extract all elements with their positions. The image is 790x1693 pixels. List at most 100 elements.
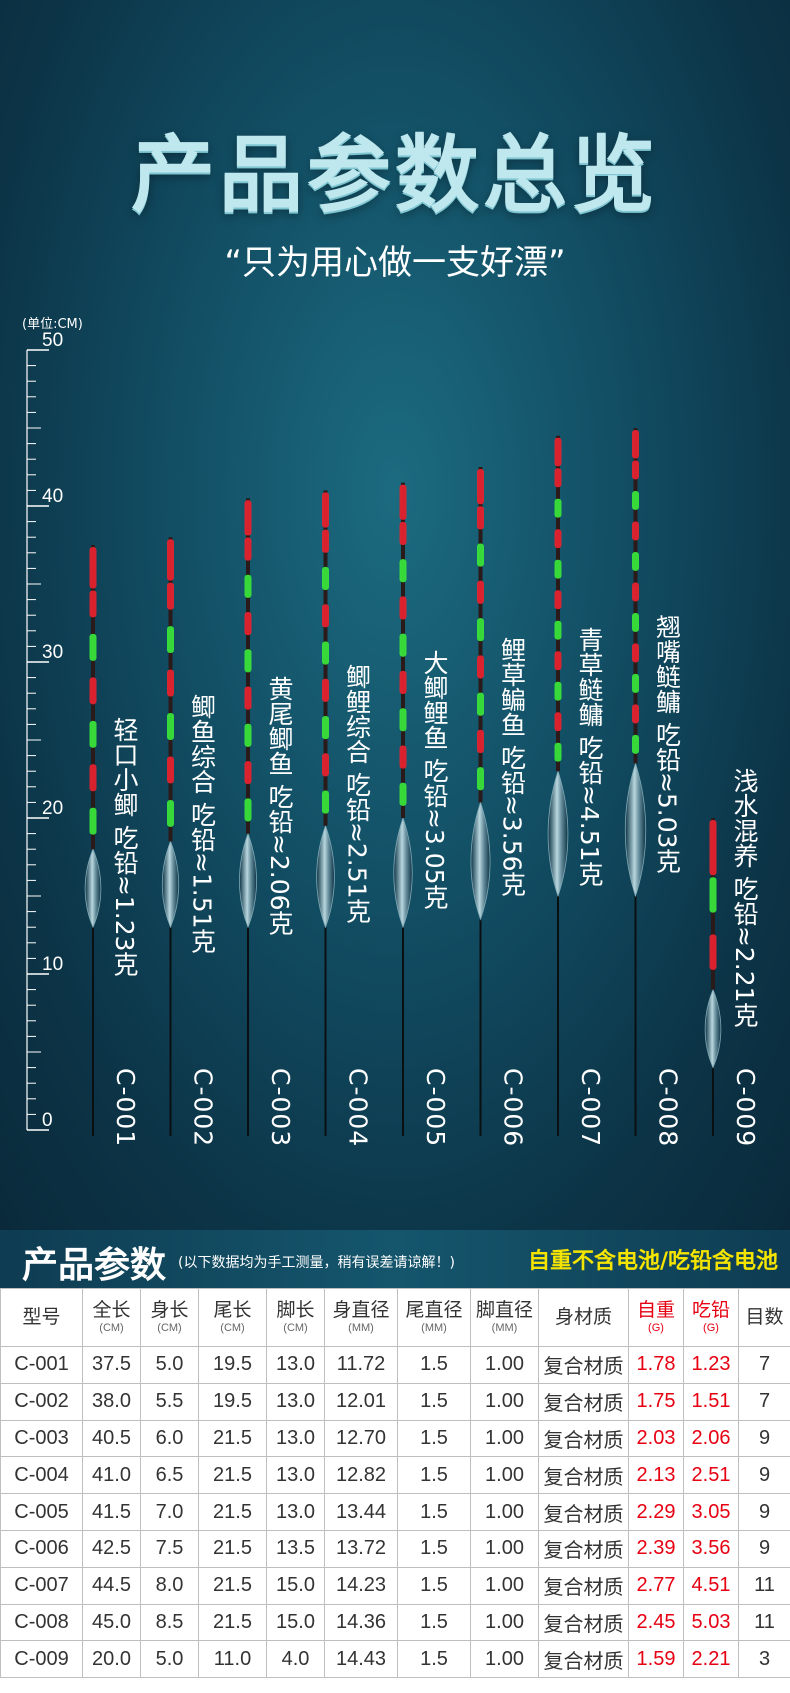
- tail-segment-green: [554, 620, 562, 640]
- table-cell: 44.5: [82, 1566, 141, 1605]
- float-body: [239, 832, 257, 929]
- float-c-001: [84, 545, 102, 1136]
- table-cell: 3: [738, 1640, 790, 1679]
- tail-segment-red: [244, 761, 252, 785]
- table-row: C-008 45.0 8.5 21.5 15.0 14.36 1.5 1.00 复合材质 2.45…: [0, 1603, 790, 1642]
- table-cell: 45.0: [82, 1603, 141, 1642]
- table-row: C-009 20.0 5.0 11.0 4.0 14.43 1.5 1.00 复合材质 1.59 2…: [0, 1640, 790, 1679]
- tail-segment-green: [554, 559, 562, 579]
- tail-segment-green: [322, 641, 329, 665]
- table-cell: C-001: [0, 1346, 83, 1384]
- params-header-cell: 脚直径 (MM): [470, 1288, 539, 1347]
- table-cell: 13.0: [266, 1493, 325, 1531]
- tail-segment-green: [244, 649, 252, 673]
- table-row: C-002 38.0 5.5 19.5 13.0 12.01 1.5 1.00 复合材质 1.75…: [0, 1382, 790, 1421]
- params-table: 型号 全长 (CM) 身长 (CM) 尾长 (CM) 脚长 (CM) 身直径 (MM) 尾直径 (MM)…: [0, 1288, 790, 1679]
- float-body: [547, 769, 569, 898]
- ruler-tick-label: 10: [42, 954, 63, 975]
- table-cell: 11.0: [198, 1640, 267, 1679]
- table-cell: 9: [738, 1529, 790, 1568]
- table-row: C-004 41.0 6.5 21.5 13.0 12.82 1.5 1.00 复合材质 2.13…: [0, 1456, 790, 1495]
- table-cell: C-009: [0, 1640, 83, 1679]
- hero-banner: 产品参数总览 “只为用心做一支好漂” (单位:CM) 50 40 30 20 10 0 轻…: [0, 0, 790, 1230]
- header-label: 脚直径: [475, 1299, 533, 1321]
- float-c-005: [393, 482, 413, 1136]
- table-cell: 2.51: [683, 1456, 739, 1495]
- table-cell: 复合材质: [538, 1382, 629, 1421]
- table-cell: 20.0: [82, 1640, 141, 1679]
- params-header-cell: 身直径 (MM): [324, 1288, 398, 1347]
- table-cell: 21.5: [198, 1603, 267, 1642]
- table-cell: C-008: [0, 1603, 83, 1642]
- tail-segment-green: [89, 720, 97, 748]
- tail-segment-red: [632, 704, 639, 724]
- tail-segment-red: [322, 678, 329, 702]
- header-unit: (CM): [157, 1321, 182, 1334]
- float-body: [470, 801, 491, 921]
- params-header-cell: 自重 (G): [628, 1288, 684, 1347]
- header-unit: (MM): [348, 1321, 374, 1334]
- tail-segment-red: [554, 437, 562, 467]
- table-cell: 2.77: [628, 1566, 684, 1605]
- tail-segment-red: [632, 430, 639, 459]
- tail-segment-green: [399, 782, 407, 806]
- tail-segment-green: [244, 574, 252, 598]
- tail-segment-green: [554, 742, 562, 762]
- header-label: 自重: [636, 1299, 675, 1321]
- table-cell: 13.5: [266, 1529, 325, 1568]
- table-cell: 1.5: [397, 1603, 471, 1642]
- table-cell: 14.23: [324, 1566, 398, 1605]
- table-cell: 12.01: [324, 1382, 398, 1421]
- table-cell: 42.5: [82, 1529, 141, 1568]
- float-c-007: [547, 435, 569, 1136]
- table-cell: 1.00: [470, 1346, 539, 1384]
- table-cell: 19.5: [198, 1346, 267, 1384]
- table-cell: 8.5: [140, 1603, 199, 1642]
- table-cell: 13.0: [266, 1456, 325, 1495]
- header-unit: (G): [703, 1321, 719, 1334]
- header-label: 尾直径: [405, 1299, 463, 1321]
- table-cell: 11: [738, 1603, 790, 1642]
- tail-segment-red: [632, 460, 639, 480]
- table-cell: 1.78: [628, 1346, 684, 1384]
- table-cell: 1.00: [470, 1382, 539, 1421]
- table-cell: 3.05: [683, 1493, 739, 1531]
- table-cell: 7.5: [140, 1529, 199, 1568]
- table-cell: 2.03: [628, 1419, 684, 1458]
- tail-segment-red: [399, 670, 407, 695]
- float-name-label: 鲫鲤综合 吃铅≈2.51克: [342, 664, 372, 924]
- params-header-cell: 吃铅 (G): [683, 1288, 739, 1347]
- header-unit: (MM): [491, 1321, 518, 1334]
- header-unit: (MM): [421, 1321, 447, 1334]
- params-header-cell: 尾直径 (MM): [397, 1288, 471, 1347]
- tail-segment-green: [244, 798, 252, 822]
- table-cell: 11.72: [324, 1346, 398, 1384]
- table-cell: C-003: [0, 1419, 83, 1458]
- table-row: C-006 42.5 7.5 21.5 13.5 13.72 1.5 1.00 复合材质 2.39…: [0, 1529, 790, 1568]
- params-note: (以下数据均为手工测量，稍有误差请谅解！): [178, 1255, 455, 1271]
- float-model-label: C-001: [111, 1068, 140, 1148]
- header-label: 目数: [745, 1306, 784, 1328]
- table-cell: 1.5: [397, 1346, 471, 1384]
- tail-segment-red: [632, 582, 639, 602]
- table-cell: 13.0: [266, 1419, 325, 1458]
- table-cell: 19.5: [198, 1382, 267, 1421]
- header-unit: (CM): [283, 1321, 308, 1334]
- table-cell: 1.5: [397, 1493, 471, 1531]
- ruler-unit-label: (单位:CM): [22, 317, 83, 332]
- tail-segment-red: [554, 712, 562, 732]
- table-cell: 复合材质: [538, 1419, 629, 1458]
- float-body: [316, 824, 335, 929]
- tail-segment-green: [399, 559, 407, 583]
- float-model-label: C-008: [653, 1068, 683, 1148]
- table-cell: 复合材质: [538, 1603, 629, 1642]
- table-cell: 1.5: [397, 1382, 471, 1421]
- table-cell: 21.5: [198, 1456, 267, 1495]
- float-body: [84, 848, 102, 929]
- table-cell: 41.0: [82, 1456, 141, 1495]
- table-cell: 1.00: [470, 1529, 539, 1568]
- float-model-label: C-002: [188, 1068, 218, 1148]
- tail-segment-red: [632, 521, 639, 541]
- table-cell: 13.44: [324, 1493, 398, 1531]
- header-label: 身材质: [554, 1306, 612, 1328]
